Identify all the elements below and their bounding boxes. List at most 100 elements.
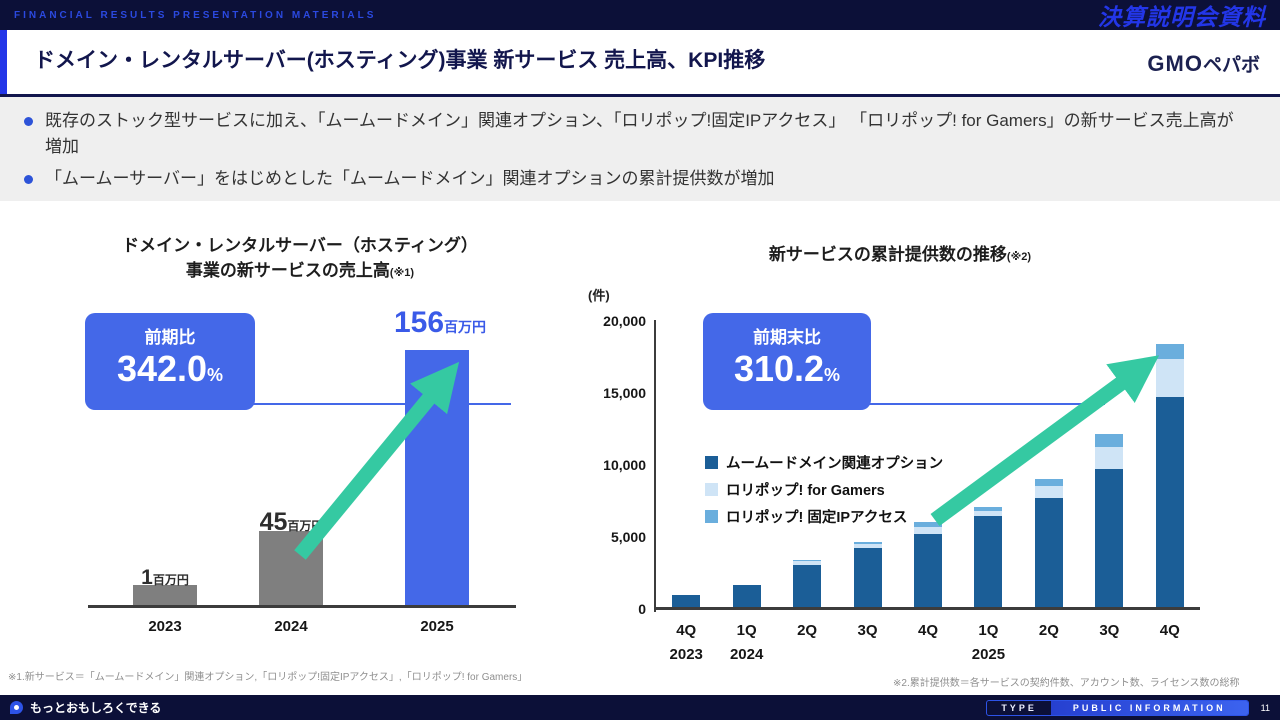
bar-value-unit: 百万円	[152, 573, 189, 587]
bar-value-label-2025: 156百万円	[370, 306, 510, 340]
bar-value-number: 156	[393, 306, 445, 339]
kpi-legend: ムームードメイン関連オプション ロリポップ! for Gamers ロリポップ! 固…	[705, 452, 943, 533]
bar-value-number: 45	[259, 508, 288, 536]
kpi-chart-title-note: (※2)	[1006, 251, 1032, 263]
revenue-chart-title: ドメイン・レンタルサーバー（ホスティング） 事業の新サービスの売上高(※1)	[80, 234, 520, 283]
speech-bubble-icon	[10, 701, 23, 714]
classification-box: TYPE PUBLIC INFORMATION	[986, 699, 1249, 716]
tagline: もっとおもしろくできる	[30, 701, 162, 715]
bottom-bar: もっとおもしろくできる TYPE PUBLIC INFORMATION 11	[0, 695, 1280, 720]
y-tick-label: 0	[638, 601, 646, 617]
badge-value-number: 342.0	[116, 348, 208, 389]
logo-pepabo-text: ペパボ	[1202, 55, 1260, 76]
kpi-stacked-bar	[914, 522, 942, 607]
legend-label: ムームードメイン関連オプション	[726, 456, 944, 472]
badge-label: 前期比	[144, 328, 196, 347]
kpi-year-labels: 2023 2024 2025	[656, 646, 1200, 666]
kpi-chart-title: 新サービスの累計提供数の推移(※2)	[645, 240, 1155, 265]
bar-segment	[853, 547, 882, 607]
top-bar-right-label: 決算説明会資料	[1098, 4, 1266, 30]
kpi-stacked-bar	[974, 506, 1003, 607]
legend-swatch	[705, 483, 718, 496]
logo-gmo-text: GMO	[1147, 51, 1203, 76]
footnote-1: ※1.新サービス＝「ムームードメイン」関連オプション,「ロリポップ!固定IPアク…	[8, 672, 528, 683]
bar-segment	[1095, 434, 1124, 448]
kpi-stacked-bar	[672, 595, 701, 607]
growth-arrow-icon	[930, 355, 1160, 527]
bar-segment	[793, 559, 822, 561]
growth-badge-kpi: 前期末比 310.2%	[703, 313, 871, 410]
bar-segment	[974, 516, 1003, 607]
badge-reference-line	[869, 403, 1105, 405]
summary-panel: 既存のストック型サービスに加え、「ムームードメイン」関連オプション、「ロリポップ…	[0, 97, 1280, 201]
summary-bullet: 既存のストック型サービスに加え、「ムームードメイン」関連オプション、「ロリポップ…	[24, 108, 1244, 159]
bar-segment	[1034, 478, 1063, 487]
gmo-pepabo-logo: GMOペパボ	[1147, 50, 1260, 77]
kpi-stacked-bar	[1095, 434, 1124, 607]
footnote-2: ※2.累計提供数＝各サービスの契約件数、アカウント数、ライセンス数の総称	[893, 678, 1240, 689]
bullet-dot-icon	[24, 175, 33, 184]
x-tick-label: 4Q	[676, 622, 697, 639]
bar-segment	[793, 560, 822, 566]
year-label: 2025	[971, 646, 1006, 663]
x-tick-label: 3Q	[857, 622, 878, 639]
x-tick-label: 4Q	[1159, 622, 1180, 639]
x-tick-label: 4Q	[917, 622, 938, 639]
bar-value-number: 1	[141, 566, 153, 589]
y-tick-label: 15,000	[603, 385, 646, 401]
kpi-stacked-bar	[1034, 478, 1063, 607]
x-tick-label: 2Q	[1038, 622, 1059, 639]
bar-segment	[1095, 447, 1124, 469]
bar-segment	[672, 595, 701, 607]
badge-value: 342.0%	[85, 348, 255, 389]
y-axis-line	[654, 320, 656, 612]
kpi-stacked-bar	[732, 584, 761, 607]
bar-segment	[793, 565, 822, 607]
legend-swatch	[705, 456, 718, 469]
bar-segment	[914, 527, 942, 534]
page-number: 11	[1260, 702, 1270, 713]
x-tick-label: 2Q	[797, 622, 818, 639]
kpi-stacked-bar	[1155, 343, 1184, 607]
revenue-chart-title-note: (※1)	[389, 266, 415, 279]
badge-value-unit: %	[824, 365, 841, 385]
legend-label: ロリポップ! for Gamers	[726, 483, 885, 499]
page-title: ドメイン・レンタルサーバー(ホスティング)事業 新サービス 売上高、KPI推移	[34, 49, 766, 72]
y-tick-label: 5,000	[610, 529, 646, 545]
kpi-chart-plot	[656, 322, 1200, 610]
badge-value-number: 310.2	[733, 348, 825, 389]
header-divider	[0, 94, 1280, 97]
badge-label: 前期末比	[753, 328, 821, 347]
legend-item: ロリポップ! for Gamers	[705, 479, 943, 500]
kpi-chart-title-text: 新サービスの累計提供数の推移	[768, 245, 1007, 264]
x-tick-label: 3Q	[1099, 622, 1120, 639]
y-tick-label: 20,000	[603, 313, 646, 329]
x-tick-label: 2025	[420, 618, 454, 635]
bar-segment	[974, 510, 1003, 517]
legend-label: ロリポップ! 固定IPアクセス	[726, 510, 908, 526]
x-tick-label: 1Q	[978, 622, 999, 639]
kpi-y-axis: 0 5,000 10,000 15,000 20,000	[580, 313, 646, 622]
type-label: TYPE	[1001, 702, 1037, 713]
classification-area: TYPE PUBLIC INFORMATION 11	[986, 699, 1270, 716]
y-axis-unit-label: (件)	[588, 288, 610, 303]
legend-item: ムームードメイン関連オプション	[705, 452, 943, 473]
bar-segment	[974, 506, 1003, 511]
legend-swatch	[705, 510, 718, 523]
badge-value: 310.2%	[703, 348, 871, 389]
revenue-chart-title-line1: ドメイン・レンタルサーバー（ホスティング）	[122, 236, 478, 255]
badge-reference-line	[253, 403, 511, 405]
summary-bullet: 「ムームーサーバー」をはじめとした「ムームードメイン」関連オプションの累計提供数…	[24, 166, 1244, 192]
bar-value-unit: 百万円	[444, 319, 487, 335]
bar-segment	[914, 522, 942, 528]
bar-segment	[853, 544, 882, 548]
revenue-chart-title-line2: 事業の新サービスの売上高	[185, 260, 390, 280]
top-bar-left-label: FINANCIAL RESULTS PRESENTATION MATERIALS	[14, 9, 377, 21]
top-bar: FINANCIAL RESULTS PRESENTATION MATERIALS…	[0, 0, 1280, 30]
y-tick-label: 10,000	[603, 457, 646, 473]
bullet-dot-icon	[24, 117, 33, 126]
legend-item: ロリポップ! 固定IPアクセス	[705, 506, 943, 527]
badge-value-unit: %	[207, 365, 224, 385]
bullet-text: 既存のストック型サービスに加え、「ムームードメイン」関連オプション、「ロリポップ…	[45, 111, 1234, 156]
bar-segment	[1155, 359, 1184, 397]
